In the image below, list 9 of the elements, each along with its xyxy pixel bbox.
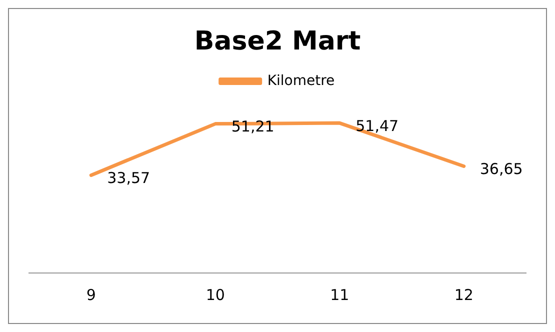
data-label: 33,57 xyxy=(107,169,150,188)
legend-label: Kilometre xyxy=(267,72,335,89)
data-label: 51,47 xyxy=(356,116,399,135)
x-tick-label: 12 xyxy=(454,286,474,304)
x-tick-label: 9 xyxy=(86,286,96,304)
chart-title: Base2 Mart xyxy=(194,26,361,56)
data-label: 36,65 xyxy=(480,160,523,178)
x-tick-label: 10 xyxy=(206,286,225,304)
x-tick-label: 11 xyxy=(330,286,350,304)
